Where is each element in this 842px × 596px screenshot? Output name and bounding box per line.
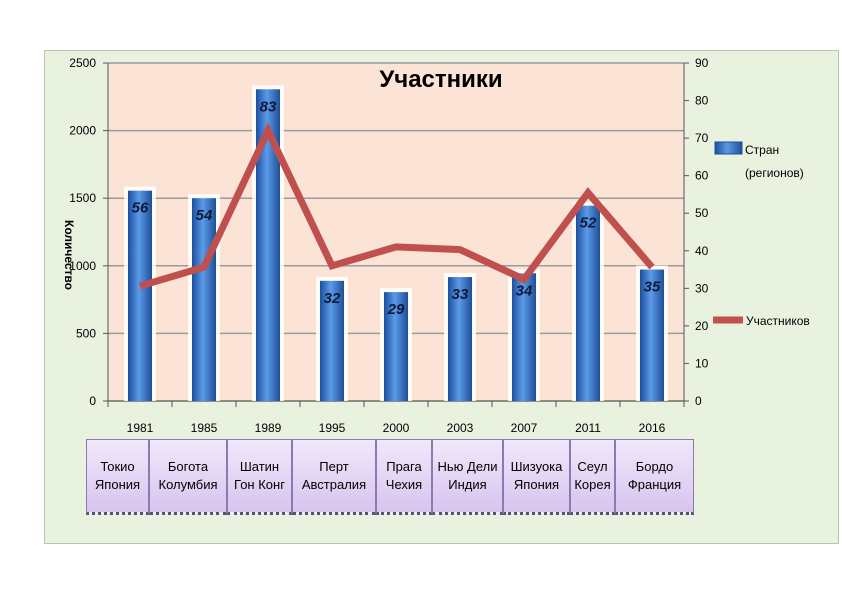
host-city-text: Бордо [635, 459, 674, 474]
right-axis-tick-label: 50 [695, 206, 709, 220]
host-city-cell: Токио Япония [86, 439, 149, 515]
right-axis-tick-label: 20 [695, 319, 709, 333]
host-city-text: Богота [167, 459, 209, 474]
bar-data-label: 54 [196, 207, 213, 224]
bar [128, 190, 152, 401]
bar [320, 280, 344, 401]
bar-data-label: 33 [452, 286, 469, 303]
host-city-text: Франция [627, 477, 682, 492]
host-city-cell: Шизуока Япония [503, 439, 570, 515]
left-axis-tick-label: 500 [76, 326, 96, 340]
host-city-text: Нью Дели [437, 459, 498, 474]
host-city-cell: Шатин Гон Конг [227, 439, 292, 515]
host-city-cell: Нью Дели Индия [432, 439, 503, 515]
bar [448, 277, 472, 401]
left-axis-tick-label: 0 [89, 394, 96, 408]
right-axis-tick-label: 30 [695, 281, 709, 295]
host-city-text: Япония [94, 477, 141, 492]
right-axis-tick-label: 60 [695, 169, 709, 183]
bar [640, 269, 664, 401]
bar-data-label: 35 [644, 279, 661, 296]
left-axis-tick-label: 2000 [69, 124, 96, 138]
x-axis-tick-label: 2003 [447, 421, 474, 435]
x-axis-tick-label: 1981 [127, 421, 154, 435]
bar-data-label: 34 [516, 282, 533, 299]
x-axis-tick-label: 2016 [639, 421, 666, 435]
chart-title: Участники [379, 66, 502, 93]
bar [192, 198, 216, 401]
legend-bar-label-line2: (регионов) [745, 166, 804, 180]
bar-data-label: 56 [132, 200, 149, 217]
left-axis-tick-label: 1000 [69, 259, 96, 273]
host-city-text: Гон Конг [234, 477, 285, 492]
bar-data-label: 29 [387, 301, 405, 318]
left-axis-tick-label: 2500 [69, 56, 96, 70]
host-city-cell: Сеул Корея [570, 439, 615, 515]
x-axis-tick-label: 2000 [383, 421, 410, 435]
right-axis-tick-label: 0 [695, 394, 702, 408]
right-axis-tick-label: 40 [695, 244, 709, 258]
host-city-text: Шизуока [510, 459, 563, 474]
x-axis-tick-label: 1989 [255, 421, 282, 435]
x-axis-tick-label: 1995 [319, 421, 346, 435]
host-city-text: Шатин [239, 459, 280, 474]
host-cities-table: Токио Япония Богота Колумбия Шатин Гон Конг Пе… [86, 439, 694, 515]
legend-bar-label: Стран [745, 143, 779, 157]
x-axis-tick-label: 2007 [511, 421, 538, 435]
bar [512, 273, 536, 401]
host-city-text: Чехия [385, 477, 423, 492]
x-axis-tick-label: 1985 [191, 421, 218, 435]
right-axis-tick-label: 70 [695, 131, 709, 145]
host-city-text: Колумбия [158, 477, 218, 492]
host-city-text: Индия [448, 477, 487, 492]
x-axis-tick-label: 2011 [575, 421, 601, 435]
host-city-text: Япония [513, 477, 560, 492]
host-city-text: Корея [574, 477, 611, 492]
host-city-text: Перт [319, 459, 349, 474]
y-axis-label: Количество [62, 220, 76, 290]
bar [384, 292, 408, 401]
right-axis-tick-label: 80 [695, 94, 709, 108]
host-city-cell: Богота Колумбия [149, 439, 227, 515]
left-axis-tick-label: 1500 [69, 191, 96, 205]
legend-line-label: Участников [746, 314, 810, 328]
right-axis-tick-label: 90 [695, 56, 709, 70]
bar [576, 205, 600, 401]
host-city-text: Сеул [577, 459, 608, 474]
bar-data-label: 83 [260, 98, 277, 115]
right-axis-tick-label: 10 [695, 356, 709, 370]
host-city-cell: Бордо Франция [615, 439, 694, 515]
host-city-cell: Перт Австралия [292, 439, 376, 515]
bar-data-label: 32 [324, 290, 341, 307]
host-city-text: Токио [100, 459, 135, 474]
bar-data-label: 52 [580, 215, 597, 232]
host-city-cell: Прага Чехия [376, 439, 432, 515]
host-city-text: Прага [386, 459, 422, 474]
host-city-text: Австралия [301, 477, 367, 492]
legend-bar-swatch [714, 141, 743, 155]
